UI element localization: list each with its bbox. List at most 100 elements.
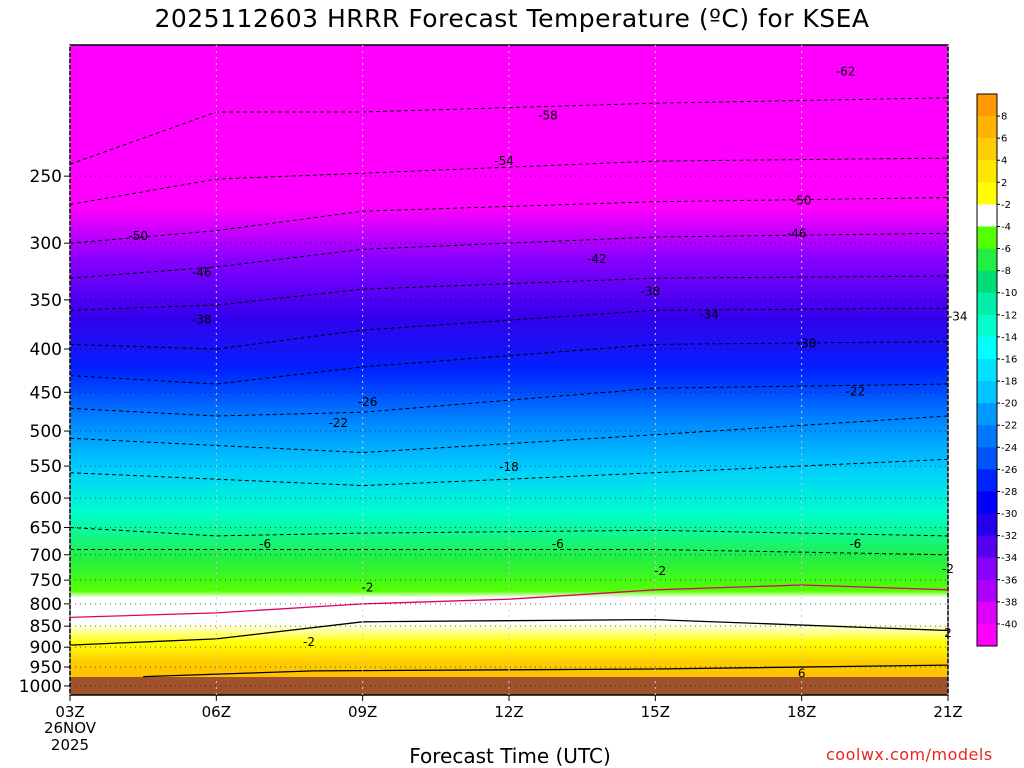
y-tick-label-400: 400: [30, 340, 62, 360]
colorbar-swatch-22: [977, 579, 997, 603]
contour-label-16: -18: [499, 460, 519, 474]
y-tick-label-750: 750: [30, 571, 62, 591]
colorbar-label-9: -12: [1001, 310, 1017, 321]
x-axis: 03Z 06Z 09Z 12Z 15Z 18Z 21Z: [55, 695, 963, 721]
colorbar: 8 6 4 2 -2 -4 -6 -8 -10 -12 -14 -16 -18 -20 -22 -24 -26 -…: [976, 93, 1017, 647]
start-date-label: 26NOV 2025: [30, 720, 110, 754]
colorbar-swatch-13: [977, 381, 997, 404]
colorbar-swatch-16: [977, 447, 997, 470]
contour-line-11: [70, 549, 949, 556]
x-tick-label-3: 12Z: [494, 703, 523, 721]
colorbar-swatch-18: [977, 491, 997, 515]
contour-label-5: -46: [787, 226, 807, 240]
colorbar-label-1: 6: [1001, 134, 1007, 145]
x-tick-label-5: 18Z: [787, 703, 816, 721]
contour-label-21: -2: [942, 562, 954, 576]
colorbar-label-14: -22: [1001, 421, 1017, 432]
colorbar-swatch-6: [977, 226, 997, 250]
y-tick-label-800: 800: [30, 595, 62, 615]
y-tick-label-650: 650: [30, 519, 62, 539]
contour-label-9: -38: [192, 312, 212, 326]
contour-label-15: -22: [328, 416, 348, 430]
contour-label-8: -38: [641, 284, 661, 298]
colorbar-swatch-4: [977, 182, 997, 205]
colorbar-swatch-14: [977, 403, 997, 426]
colorbar-label-7: -8: [1001, 266, 1011, 277]
contour-label-10: -34: [699, 307, 719, 321]
contour-label-14: -22: [846, 384, 866, 398]
grid-lines: [69, 45, 949, 695]
colorbar-swatch-11: [977, 336, 997, 360]
colorbar-label-5: -4: [1001, 222, 1011, 233]
colorbar-label-15: -24: [1001, 443, 1017, 454]
y-tick-label-550: 550: [30, 457, 62, 477]
x-axis-label: Forecast Time (UTC): [409, 744, 611, 768]
colorbar-label-4: -2: [1001, 200, 1011, 211]
colorbar-swatch-9: [977, 292, 997, 316]
colorbar-swatch-7: [977, 248, 997, 272]
y-tick-label-350: 350: [30, 291, 62, 311]
colorbar-swatch-8: [977, 270, 997, 294]
colorbar-swatch-2: [977, 138, 997, 161]
y-tick-label-850: 850: [30, 617, 62, 637]
colorbar-label-13: -20: [1001, 399, 1017, 410]
colorbar-label-3: 2: [1001, 178, 1007, 189]
contour-label-1: -58: [538, 109, 558, 123]
y-tick-label-300: 300: [30, 234, 62, 254]
start-date-year: 2025: [50, 736, 90, 754]
colorbar-swatch-3: [977, 160, 997, 183]
colorbar-label-21: -36: [1001, 575, 1017, 586]
contour-label-18: -6: [552, 537, 564, 551]
y-tick-label-1000: 1000: [19, 677, 62, 697]
contour-label-13: -26: [358, 395, 378, 409]
contour-label-17: -6: [259, 537, 271, 551]
contour-label-11: -34: [948, 309, 968, 323]
y-axis: 2503003504004505005506006507007508008509…: [19, 167, 70, 697]
contour-label-7: -42: [587, 252, 607, 266]
x-tick-label-6: 21Z: [933, 703, 962, 721]
colorbar-swatch-17: [977, 469, 997, 492]
colorbar-label-19: -32: [1001, 531, 1017, 542]
colorbar-swatch-23: [977, 601, 997, 625]
colorbar-swatch-5: [977, 204, 997, 227]
start-date-day: 26NOV: [43, 719, 97, 737]
colorbar-frame: [976, 93, 998, 647]
colorbar-label-20: -34: [1001, 553, 1017, 564]
colorbar-swatch-12: [977, 358, 997, 382]
contour-label-12: -30: [797, 336, 817, 350]
x-tick-label-2: 09Z: [348, 703, 377, 721]
contour-label-20: -2: [654, 564, 666, 578]
x-tick-label-0: 03Z: [55, 703, 84, 721]
colorbar-swatch-15: [977, 425, 997, 448]
colorbar-label-0: 8: [1001, 112, 1007, 123]
contour-label-22: -2: [362, 580, 374, 594]
contour-label-23: -2: [303, 635, 315, 649]
colorbar-swatch-21: [977, 557, 997, 581]
colorbar-label-22: -38: [1001, 597, 1017, 608]
contour-line-1: [69, 157, 949, 205]
ground-layer: [70, 677, 948, 695]
colorbar-label-2: 4: [1001, 156, 1007, 167]
contour-label-6: -46: [192, 266, 212, 280]
chart-title: 2025112603 HRRR Forecast Temperature (ºC…: [154, 4, 870, 33]
source-credit: coolwx.com/models: [826, 745, 993, 764]
y-tick-label-500: 500: [30, 422, 62, 442]
colorbar-swatch-20: [977, 535, 997, 559]
colorbar-label-6: -6: [1001, 244, 1011, 255]
contour-label-19: -6: [849, 537, 861, 551]
colorbar-label-16: -26: [1001, 465, 1017, 476]
y-tick-label-450: 450: [30, 383, 62, 403]
y-tick-label-700: 700: [30, 546, 62, 566]
colorbar-label-18: -30: [1001, 509, 1017, 520]
y-tick-label-600: 600: [30, 489, 62, 509]
x-tick-label-4: 15Z: [641, 703, 670, 721]
contour-label-25: 6: [798, 667, 806, 681]
colorbar-label-23: -40: [1001, 619, 1017, 630]
colorbar-swatch-0: [977, 94, 997, 117]
contour-label-24: 2: [944, 626, 952, 640]
colorbar-label-8: -10: [1001, 288, 1017, 299]
colorbar-label-11: -16: [1001, 354, 1017, 365]
contour-labels: -62-58-54-50-50 -46-46-42-38-38 -34 -34-30-…: [128, 64, 967, 680]
colorbar-label-12: -18: [1001, 377, 1017, 388]
